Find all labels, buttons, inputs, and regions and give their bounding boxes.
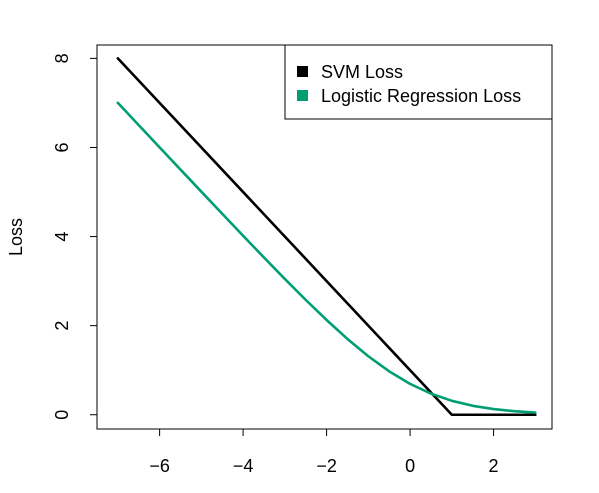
series-line-0	[116, 57, 537, 417]
legend-label-0: SVM Loss	[321, 62, 403, 82]
y-tick-label: 2	[52, 321, 72, 331]
x-axis: −6 −4 −2 0 2	[149, 428, 499, 476]
legend-swatch-0	[297, 66, 308, 77]
x-tick-label: −6	[149, 456, 170, 476]
plot-curves	[116, 57, 537, 417]
x-tick-label: 2	[489, 456, 499, 476]
series-line-1	[116, 101, 537, 414]
y-tick-label: 4	[52, 232, 72, 242]
x-tick-label: −4	[233, 456, 254, 476]
y-tick-label: 6	[52, 142, 72, 152]
y-axis-label: Loss	[6, 218, 26, 256]
y-tick-label: 8	[52, 53, 72, 63]
legend-label-1: Logistic Regression Loss	[321, 86, 521, 106]
y-axis: 0 2 4 6 8	[52, 53, 98, 420]
legend: SVM Loss Logistic Regression Loss	[284, 44, 553, 120]
x-tick-label: 0	[405, 456, 415, 476]
y-tick-label: 0	[52, 410, 72, 420]
legend-box	[284, 44, 553, 120]
legend-swatch-1	[297, 90, 308, 101]
x-tick-label: −2	[316, 456, 337, 476]
